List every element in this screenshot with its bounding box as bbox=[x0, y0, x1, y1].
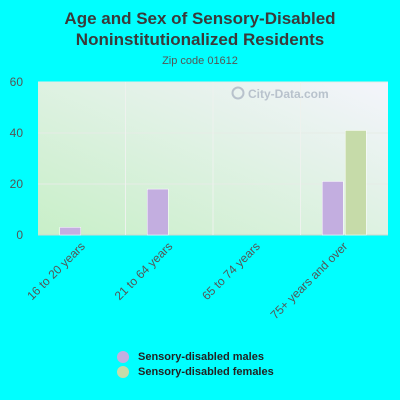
legend-item-males: Sensory-disabled males bbox=[117, 351, 264, 363]
y-tick-label: 0 bbox=[16, 228, 23, 242]
legend-swatch-females bbox=[117, 366, 129, 378]
legend-label-females: Sensory-disabled females bbox=[138, 366, 274, 378]
x-tick-label: 65 to 74 years bbox=[199, 239, 263, 303]
chart-title-line-2: Noninstitutionalized Residents bbox=[75, 30, 325, 49]
x-axis-ticks: 16 to 20 years 21 to 64 years 65 to 74 yea… bbox=[24, 239, 350, 322]
x-tick-label: 75+ years and over bbox=[268, 239, 351, 322]
bar-males-0 bbox=[59, 227, 81, 236]
x-tick-label: 16 to 20 years bbox=[24, 239, 88, 303]
bars bbox=[59, 130, 367, 236]
watermark-icon bbox=[231, 86, 245, 100]
legend-swatch-males bbox=[117, 351, 129, 363]
legend-label-males: Sensory-disabled males bbox=[138, 351, 264, 363]
bar-males-3 bbox=[322, 181, 344, 236]
legend-item-females: Sensory-disabled females bbox=[117, 366, 274, 378]
chart-title-line-1: Age and Sex of Sensory-Disabled bbox=[64, 9, 336, 28]
y-axis-ticks: 0 20 40 60 bbox=[10, 75, 24, 242]
x-tick-label: 21 to 64 years bbox=[112, 239, 176, 303]
bar-males-1 bbox=[147, 188, 169, 236]
watermark-text: City-Data.com bbox=[248, 87, 329, 101]
chart-subtitle: Zip code 01612 bbox=[162, 55, 238, 67]
y-tick-label: 40 bbox=[10, 126, 24, 140]
watermark: City-Data.com bbox=[231, 86, 329, 101]
y-tick-label: 60 bbox=[10, 75, 24, 89]
y-tick-label: 20 bbox=[10, 177, 24, 191]
bar-females-3 bbox=[345, 130, 367, 236]
